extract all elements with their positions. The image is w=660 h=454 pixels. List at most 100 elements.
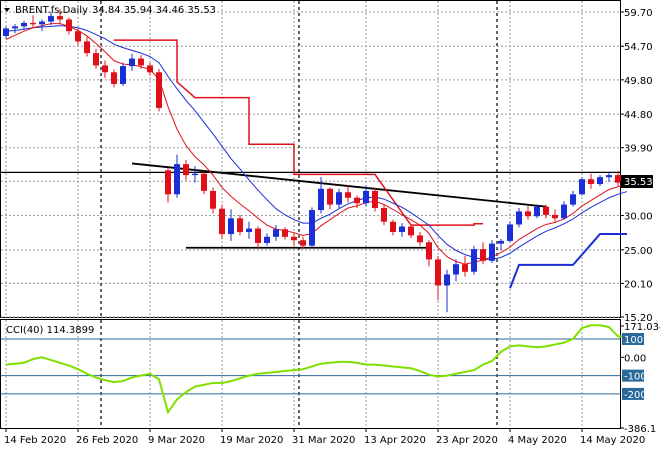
candle-body [489, 243, 495, 261]
cci-tick-label: -386.1 [624, 424, 656, 435]
price-tick-label: 44.80 [624, 110, 653, 121]
candle-body [453, 264, 459, 275]
price-badge [621, 175, 653, 188]
candle-body [174, 164, 180, 195]
candle-body [3, 28, 9, 36]
time-tick-label: 14 May 2020 [580, 435, 645, 446]
candle-body [390, 221, 396, 233]
price-tick-label: 49.80 [624, 76, 653, 87]
candle-body [318, 188, 324, 211]
candle-body [273, 229, 279, 237]
candle-body [255, 228, 261, 243]
price-tick-label: 25.00 [624, 246, 653, 257]
cci-level-badge [622, 369, 644, 382]
candle-body [516, 211, 522, 225]
candle-body [219, 208, 225, 235]
candle-body [201, 173, 207, 191]
candle-body [75, 31, 81, 42]
candle-body [291, 236, 297, 241]
candle-body [444, 274, 450, 286]
candle-body [363, 190, 369, 204]
candle-body [138, 58, 144, 66]
cci-grid [1, 320, 620, 428]
candle-body [462, 264, 468, 272]
candle-body [435, 259, 441, 286]
menu-triangle-icon[interactable] [4, 8, 10, 12]
candle-body [12, 26, 18, 29]
cci-line [5, 324, 627, 415]
price-tick-label: 54.70 [624, 42, 653, 53]
cci-tick-label: 0.00 [624, 353, 646, 364]
cci-series [5, 324, 627, 415]
ma-slow-line [5, 25, 628, 260]
candle-body [597, 177, 603, 185]
candle-body [39, 21, 45, 25]
candle-body [579, 179, 585, 195]
candle-body [237, 218, 243, 233]
symbol-label: BRENT.fs,Daily [15, 5, 88, 16]
time-tick-label: 26 Feb 2020 [76, 435, 138, 446]
time-tick-label: 14 Feb 2020 [4, 435, 66, 446]
time-tick-label: 31 Mar 2020 [292, 435, 355, 446]
time-tick-label: 19 Mar 2020 [220, 435, 283, 446]
time-tick-label: 9 Mar 2020 [148, 435, 205, 446]
price-tick-label: 15.20 [624, 313, 653, 324]
candle-body [327, 188, 333, 205]
candle-body [48, 16, 54, 22]
candle-body [102, 65, 108, 73]
candle-body [471, 249, 477, 272]
envelope-lower-line [509, 233, 627, 289]
candle-body [543, 206, 549, 215]
candle-body [228, 218, 234, 235]
candle-body [147, 65, 153, 73]
candle-body [21, 22, 27, 27]
candle-body [246, 228, 252, 233]
price-series [1, 9, 630, 313]
candle-body [165, 170, 171, 195]
candle-body [417, 235, 423, 243]
time-tick-label: 23 Apr 2020 [436, 435, 498, 446]
price-badge-label: 35.53 [624, 177, 653, 188]
price-grid [1, 1, 620, 318]
cci-tick-label: 100 [624, 335, 643, 346]
axes: 59.7054.7049.8044.8039.9035.0030.0025.00… [4, 8, 660, 446]
cci-level-badge [622, 332, 644, 345]
candle-body [93, 53, 99, 66]
candle-body [480, 249, 486, 261]
price-panel-frame [0, 0, 621, 318]
candle-body [570, 194, 576, 205]
candle-body [534, 206, 540, 217]
candle-body [66, 19, 72, 32]
time-tick-label: 4 May 2020 [508, 435, 567, 446]
candle-body [561, 204, 567, 219]
candle-body [552, 214, 558, 219]
candle-body [183, 164, 189, 176]
candle-body [282, 229, 288, 237]
candle-body [309, 210, 315, 246]
candle-body [498, 240, 504, 244]
cci-tick-label: -100 [624, 372, 647, 383]
candle-body [57, 16, 63, 20]
candle-body [300, 240, 306, 246]
candle-body [408, 226, 414, 236]
candle-body [507, 224, 513, 241]
candle-body [426, 242, 432, 260]
cci-label: CCI(40) 114.3899 [6, 325, 94, 336]
candle-body [84, 41, 90, 54]
candle-body [264, 236, 270, 243]
candle-body [525, 211, 531, 217]
trendline [131, 162, 547, 208]
candle-body [30, 22, 36, 25]
price-tick-label: 39.90 [624, 144, 653, 155]
price-tick-label: 59.70 [624, 8, 653, 19]
price-tick-label: 30.00 [624, 212, 653, 223]
cci-tick-label: -200 [624, 390, 647, 401]
ohlc-label: 34.84 35.94 34.46 35.53 [92, 5, 216, 16]
candle-body [606, 175, 612, 178]
candle-body [129, 58, 135, 67]
candle-body [345, 192, 351, 198]
candle-body [615, 175, 621, 183]
envelope-upper-line [114, 39, 483, 226]
